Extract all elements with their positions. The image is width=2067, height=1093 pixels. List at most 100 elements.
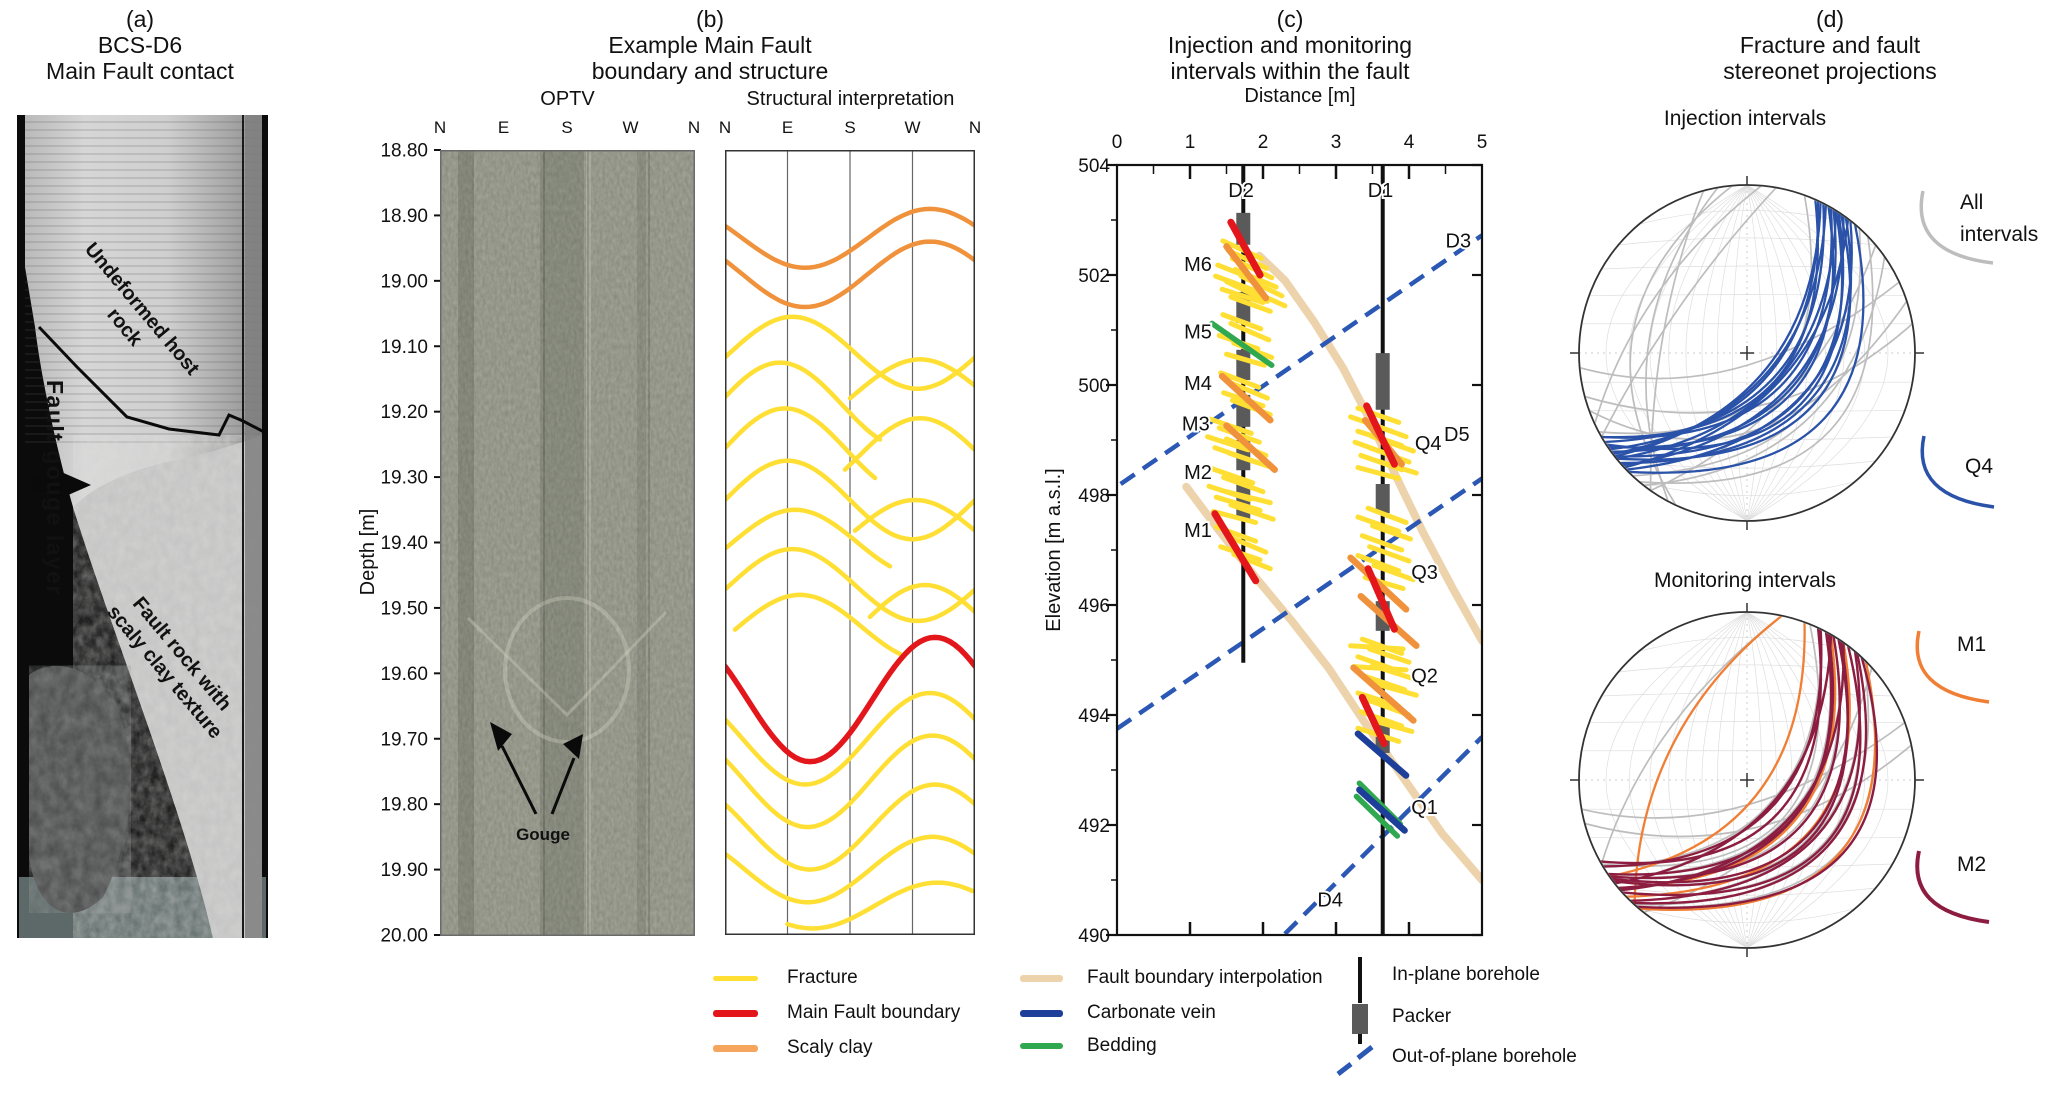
interval-label-q1: Q1 <box>1411 797 1438 819</box>
fracture-segment <box>1367 646 1412 665</box>
great-circle-all-intervals <box>1584 323 1913 414</box>
borehole-label-d1: D1 <box>1368 180 1394 202</box>
fracture-segment <box>1370 663 1416 682</box>
depth-tick-label: 19.40 <box>380 533 428 554</box>
fracture-segment <box>1209 466 1256 486</box>
legend-label-q4: Q4 <box>1965 455 1993 478</box>
net-parallel <box>1638 908 1856 923</box>
fracture-segment <box>1228 294 1273 314</box>
compass-letter-e-1: E <box>497 118 510 137</box>
borehole-label-d2: D2 <box>1228 180 1254 202</box>
compass-letter-s-2: S <box>844 118 856 137</box>
panel-a-tag: (a) <box>125 6 155 32</box>
fracture-segment <box>1226 450 1272 469</box>
compass-letter-n-4: N <box>687 118 701 137</box>
oop-label-d4: D4 <box>1317 889 1343 911</box>
panel-c-title-line2: intervals within the fault <box>1170 58 1410 84</box>
interval-label-m5: M5 <box>1184 322 1212 344</box>
legend-arc-m1 <box>1915 630 1990 704</box>
main-fault-boundary-segment <box>1363 402 1398 468</box>
fracture-segment <box>1213 494 1263 513</box>
great-circle-all-intervals <box>1638 236 1874 484</box>
struct-curve-fracture <box>725 782 975 872</box>
interval-label-m4: M4 <box>1184 373 1212 395</box>
oop-dash-2 <box>1356 1045 1374 1060</box>
main-fault-boundary-segment <box>1364 565 1398 633</box>
y-tick-label: 498 <box>1078 486 1110 507</box>
carbonate-vein-segment <box>1356 786 1408 834</box>
gouge-arrow-left-head <box>490 722 512 751</box>
core-right-edge <box>245 115 262 938</box>
scaly-clay-segment <box>1223 243 1270 302</box>
legend-label-packer: Packer <box>1392 1006 1452 1027</box>
fracture-segment <box>1210 509 1259 525</box>
compass-letter-w-3: W <box>904 118 921 137</box>
structural-interpretation-panel <box>725 150 975 935</box>
fracture-segment <box>1355 405 1402 425</box>
great-circle-m1 <box>1626 642 1851 898</box>
distance-axis-label: Distance [m] <box>1244 85 1355 107</box>
net-parallel <box>1618 237 1876 246</box>
struct-curve-fracture <box>732 592 903 657</box>
y-tick-label: 504 <box>1078 156 1110 177</box>
interval-plot: Distance [m] Elevation [m a.s.l.] 0 1 2 3 4 5… <box>1043 85 1488 947</box>
fracture-segment <box>1355 553 1402 574</box>
net-meridian <box>1701 186 1748 520</box>
x-tick-label: 5 <box>1477 132 1488 153</box>
legend-label-outofplane-borehole: Out-of-plane borehole <box>1392 1046 1577 1067</box>
x-tick-label: 3 <box>1331 132 1342 153</box>
panel-b-title-line1: Example Main Fault <box>608 32 812 58</box>
depth-tick-label: 19.00 <box>380 271 428 292</box>
interval-label-q4: Q4 <box>1415 433 1442 455</box>
compass-letter-n-0: N <box>433 118 447 137</box>
net-meridian <box>1746 186 1763 520</box>
panel-a-title-line2: Main Fault contact <box>46 58 234 84</box>
main-fault-boundary-segment <box>1227 218 1264 279</box>
panel-c-title-line1: Injection and monitoring <box>1167 32 1413 58</box>
net-meridian <box>1605 186 1748 520</box>
legend-arc-q4 <box>1920 435 1995 509</box>
compass-letter-n-0: N <box>718 118 732 137</box>
interval-label-m3: M3 <box>1182 414 1210 436</box>
fracture-segment <box>1374 681 1419 698</box>
panel-b-title-line2: boundary and structure <box>591 58 829 84</box>
struct-curve-scaly <box>725 239 975 310</box>
legend-label-fault-boundary-interpolation: Fault boundary interpolation <box>1087 967 1323 988</box>
great-circle-m2 <box>1614 634 1833 885</box>
packer <box>1375 353 1390 410</box>
great-circle-q4 <box>1605 210 1844 450</box>
oop-label-d5: D5 <box>1444 424 1470 446</box>
interval-label-m6: M6 <box>1184 254 1212 276</box>
panel-d-tag: (d) <box>1815 6 1845 32</box>
fracture-segment <box>1228 502 1276 522</box>
struct-curve-fracture <box>725 406 878 481</box>
gouge-arrow-left <box>500 745 538 815</box>
net-meridian <box>1746 186 1865 520</box>
great-circle-m2 <box>1622 645 1862 897</box>
fracture-segment <box>1224 351 1267 368</box>
great-circle-q4 <box>1616 213 1852 461</box>
struct-curve-fracture <box>867 582 975 620</box>
struct-curve-fracture <box>725 834 975 905</box>
carbonate-vein-segment <box>1354 730 1410 779</box>
optv-chevron <box>466 610 668 718</box>
great-circle-all-intervals <box>1581 721 1906 819</box>
fracture-segment <box>1371 562 1416 583</box>
packer <box>1375 484 1390 514</box>
struct-curve-mainfault <box>725 634 975 765</box>
gouge-label: Gouge <box>516 825 570 844</box>
scaly-clay-segment <box>1350 664 1417 724</box>
optv-streak-dark-1 <box>458 150 472 936</box>
struct-border <box>725 150 975 935</box>
scaly-clay-segment <box>1218 372 1274 424</box>
net-meridian <box>1746 613 1763 947</box>
legend-label-fracture: Fracture <box>787 967 858 988</box>
net-meridian <box>1685 613 1748 947</box>
depth-tick-label: 18.80 <box>380 141 428 162</box>
legend-swatch-fault-boundary-interpolation <box>1020 974 1063 982</box>
net-meridian <box>1685 186 1748 520</box>
out-of-plane-borehole-d5 <box>1117 476 1482 731</box>
label-fault-gouge-layer: Fault gouge layer <box>42 380 68 596</box>
